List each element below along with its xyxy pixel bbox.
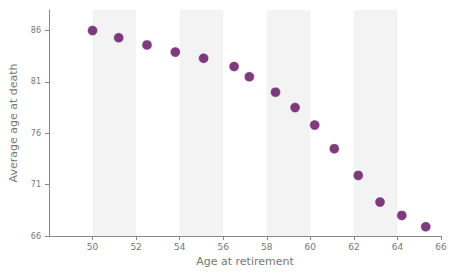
svg-text:52: 52 bbox=[130, 242, 141, 252]
svg-text:62: 62 bbox=[348, 242, 359, 252]
svg-text:86: 86 bbox=[31, 26, 41, 35]
svg-text:71: 71 bbox=[31, 180, 41, 189]
svg-text:66: 66 bbox=[31, 232, 41, 241]
svg-text:Age at retirement: Age at retirement bbox=[196, 255, 294, 268]
svg-text:81: 81 bbox=[31, 77, 41, 86]
svg-text:54: 54 bbox=[174, 242, 186, 252]
svg-text:58: 58 bbox=[261, 242, 273, 252]
svg-text:50: 50 bbox=[87, 242, 99, 252]
svg-text:76: 76 bbox=[31, 129, 41, 138]
svg-text:Average age at death: Average age at death bbox=[7, 63, 20, 182]
svg-text:56: 56 bbox=[217, 242, 229, 252]
svg-text:66: 66 bbox=[435, 242, 447, 252]
svg-text:60: 60 bbox=[305, 242, 317, 252]
svg-text:64: 64 bbox=[392, 242, 404, 252]
